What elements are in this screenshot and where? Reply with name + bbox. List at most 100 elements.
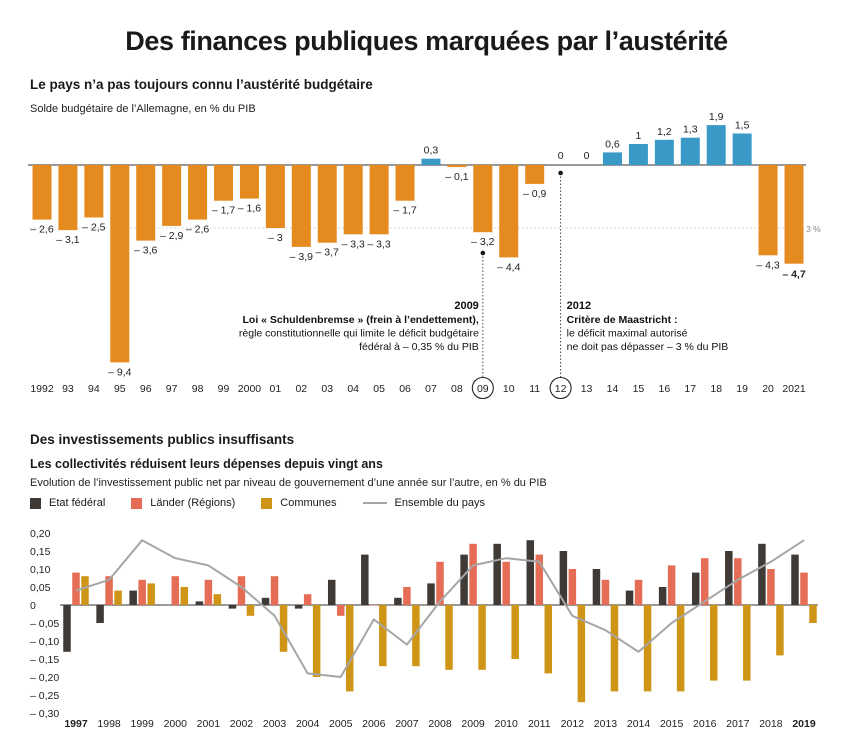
bar-96 xyxy=(136,165,156,241)
x-tick-04: 04 xyxy=(347,383,359,395)
bar-Communes-2018 xyxy=(776,605,784,656)
x-tick-06: 06 xyxy=(399,383,411,395)
value-label-95: – 9,4 xyxy=(108,366,132,378)
bar-Etat fédéral-2007 xyxy=(394,597,402,605)
bar-Länder (Régions)-2018 xyxy=(767,569,775,605)
bar-08 xyxy=(447,165,467,168)
bar-Communes-2015 xyxy=(676,605,685,692)
value-label-20: – 4,3 xyxy=(756,259,780,271)
bar-Etat fédéral-2019 xyxy=(791,554,799,605)
bar-18 xyxy=(706,125,726,165)
bar-93 xyxy=(58,165,78,231)
legend-swatch-federal xyxy=(30,497,41,509)
value-label-2000: – 1,6 xyxy=(238,203,262,215)
x-tick-12: 12 xyxy=(555,383,567,395)
x-tick-2015: 2015 xyxy=(660,718,684,730)
x-tick-02: 02 xyxy=(295,383,307,395)
legend-swatch-lander xyxy=(131,497,143,509)
x-tick-95: 95 xyxy=(114,383,126,395)
x-tick-2008: 2008 xyxy=(428,718,452,730)
bar-15 xyxy=(628,144,648,165)
annotation-2009-line: fédéral à – 0,35 % du PIB xyxy=(359,341,479,353)
bar-99 xyxy=(214,165,234,201)
x-tick-07: 07 xyxy=(425,383,437,395)
annotation-2009-year: 2009 xyxy=(454,300,478,312)
bar-Communes-2010 xyxy=(511,605,519,659)
x-tick-09: 09 xyxy=(477,383,489,395)
y-tick-label: 0,20 xyxy=(30,528,51,540)
bar-Länder (Régions)-2001 xyxy=(204,579,213,605)
y-tick-label: – 0,25 xyxy=(30,690,59,702)
bar-Etat fédéral-1998 xyxy=(96,605,104,623)
bar-Länder (Régions)-2003 xyxy=(270,576,279,605)
bar-Länder (Régions)-2010 xyxy=(502,561,510,605)
bar-Communes-2006 xyxy=(379,605,387,667)
x-axis: 1992 93 94 95 96 97 98 99 2000 01 02 03 04 05 06 07 08 09… xyxy=(30,376,806,400)
bar-Communes-2002 xyxy=(246,605,255,616)
bar-Länder (Régions)-2017 xyxy=(734,558,742,605)
x-tick-2006: 2006 xyxy=(362,718,386,730)
legend-item-lander: Länder (Régions) xyxy=(131,497,235,509)
bar-94 xyxy=(84,165,104,218)
x-tick-19: 19 xyxy=(736,383,748,395)
bar-Etat fédéral-2013 xyxy=(592,569,601,605)
x-tick-2014: 2014 xyxy=(627,718,651,730)
bar-17 xyxy=(680,137,700,165)
bar-04 xyxy=(343,165,363,235)
bar-Etat fédéral-1997 xyxy=(63,605,71,652)
year-highlight-circle-12 xyxy=(549,376,572,400)
chart2-subtitle: Evolution de l’investissement public net… xyxy=(30,477,547,489)
legend-label-total: Ensemble du pays xyxy=(394,497,486,509)
x-tick-08: 08 xyxy=(451,383,463,395)
bar-Etat fédéral-2003 xyxy=(261,597,270,605)
bar-14 xyxy=(602,152,622,165)
bar-Länder (Régions)-2002 xyxy=(237,576,246,605)
bar-Etat fédéral-2012 xyxy=(559,551,568,605)
x-tick-17: 17 xyxy=(684,383,696,395)
x-tick-2000: 2000 xyxy=(238,383,262,395)
legend-item-federal: Etat fédéral xyxy=(30,497,105,509)
y-axis: 0,20 0,15 0,10 0,05 0 – 0,05 – 0,10 – 0,15 – 0,2… xyxy=(30,528,818,720)
value-label-10: – 4,4 xyxy=(497,261,521,273)
bar-09 xyxy=(473,165,493,233)
bar-Länder (Régions)-1999 xyxy=(138,579,146,605)
bar-Etat fédéral-2004 xyxy=(294,605,303,609)
chart1-section-title: Le pays n’a pas toujours connu l’austéri… xyxy=(30,77,373,92)
y-tick-label: – 0,30 xyxy=(30,708,59,720)
y-tick-label: – 0,10 xyxy=(30,636,59,648)
y-tick-label: – 0,05 xyxy=(30,618,59,630)
value-label-02: – 3,9 xyxy=(290,251,314,263)
bar-19 xyxy=(732,133,752,165)
value-label-13: 0 xyxy=(584,150,590,162)
bar-Etat fédéral-2016 xyxy=(691,572,700,605)
x-tick-2010: 2010 xyxy=(495,718,519,730)
chart2-subtitle-bold: Les collectivités réduisent leurs dépens… xyxy=(30,457,383,471)
bar-Länder (Régions)-1997 xyxy=(72,572,80,605)
bar-Communes-2008 xyxy=(445,605,453,670)
x-tick-1999: 1999 xyxy=(131,718,155,730)
bar-10 xyxy=(499,165,519,258)
bar-07 xyxy=(421,158,441,165)
bar-Communes-2000 xyxy=(180,587,189,605)
bar-Communes-1999 xyxy=(147,583,155,605)
value-label-05: – 3,3 xyxy=(367,238,391,250)
bar-Länder (Régions)-2006 xyxy=(370,605,378,606)
bar-Communes-2001 xyxy=(213,594,222,605)
x-tick-1998: 1998 xyxy=(97,718,121,730)
x-tick-97: 97 xyxy=(166,383,178,395)
annotation-2009-line: Loi « Schuldenbremse » (frein à l’endett… xyxy=(243,314,479,326)
bar-98 xyxy=(188,165,208,220)
value-label-11: – 0,9 xyxy=(523,188,547,200)
bar-Etat fédéral-1999 xyxy=(129,590,137,605)
x-tick-2013: 2013 xyxy=(594,718,618,730)
bar-Etat fédéral-2005 xyxy=(327,579,336,605)
value-label-01: – 3 xyxy=(268,232,283,244)
bar-Etat fédéral-2018 xyxy=(758,543,766,605)
value-label-15: 1 xyxy=(635,130,641,142)
bar-Communes-2005 xyxy=(345,605,354,692)
bar-Länder (Régions)-2019 xyxy=(800,572,808,605)
y-tick-label: – 0,15 xyxy=(30,654,59,666)
threshold-label: – 3 % xyxy=(799,224,821,234)
bar-Communes-2019 xyxy=(809,605,817,623)
